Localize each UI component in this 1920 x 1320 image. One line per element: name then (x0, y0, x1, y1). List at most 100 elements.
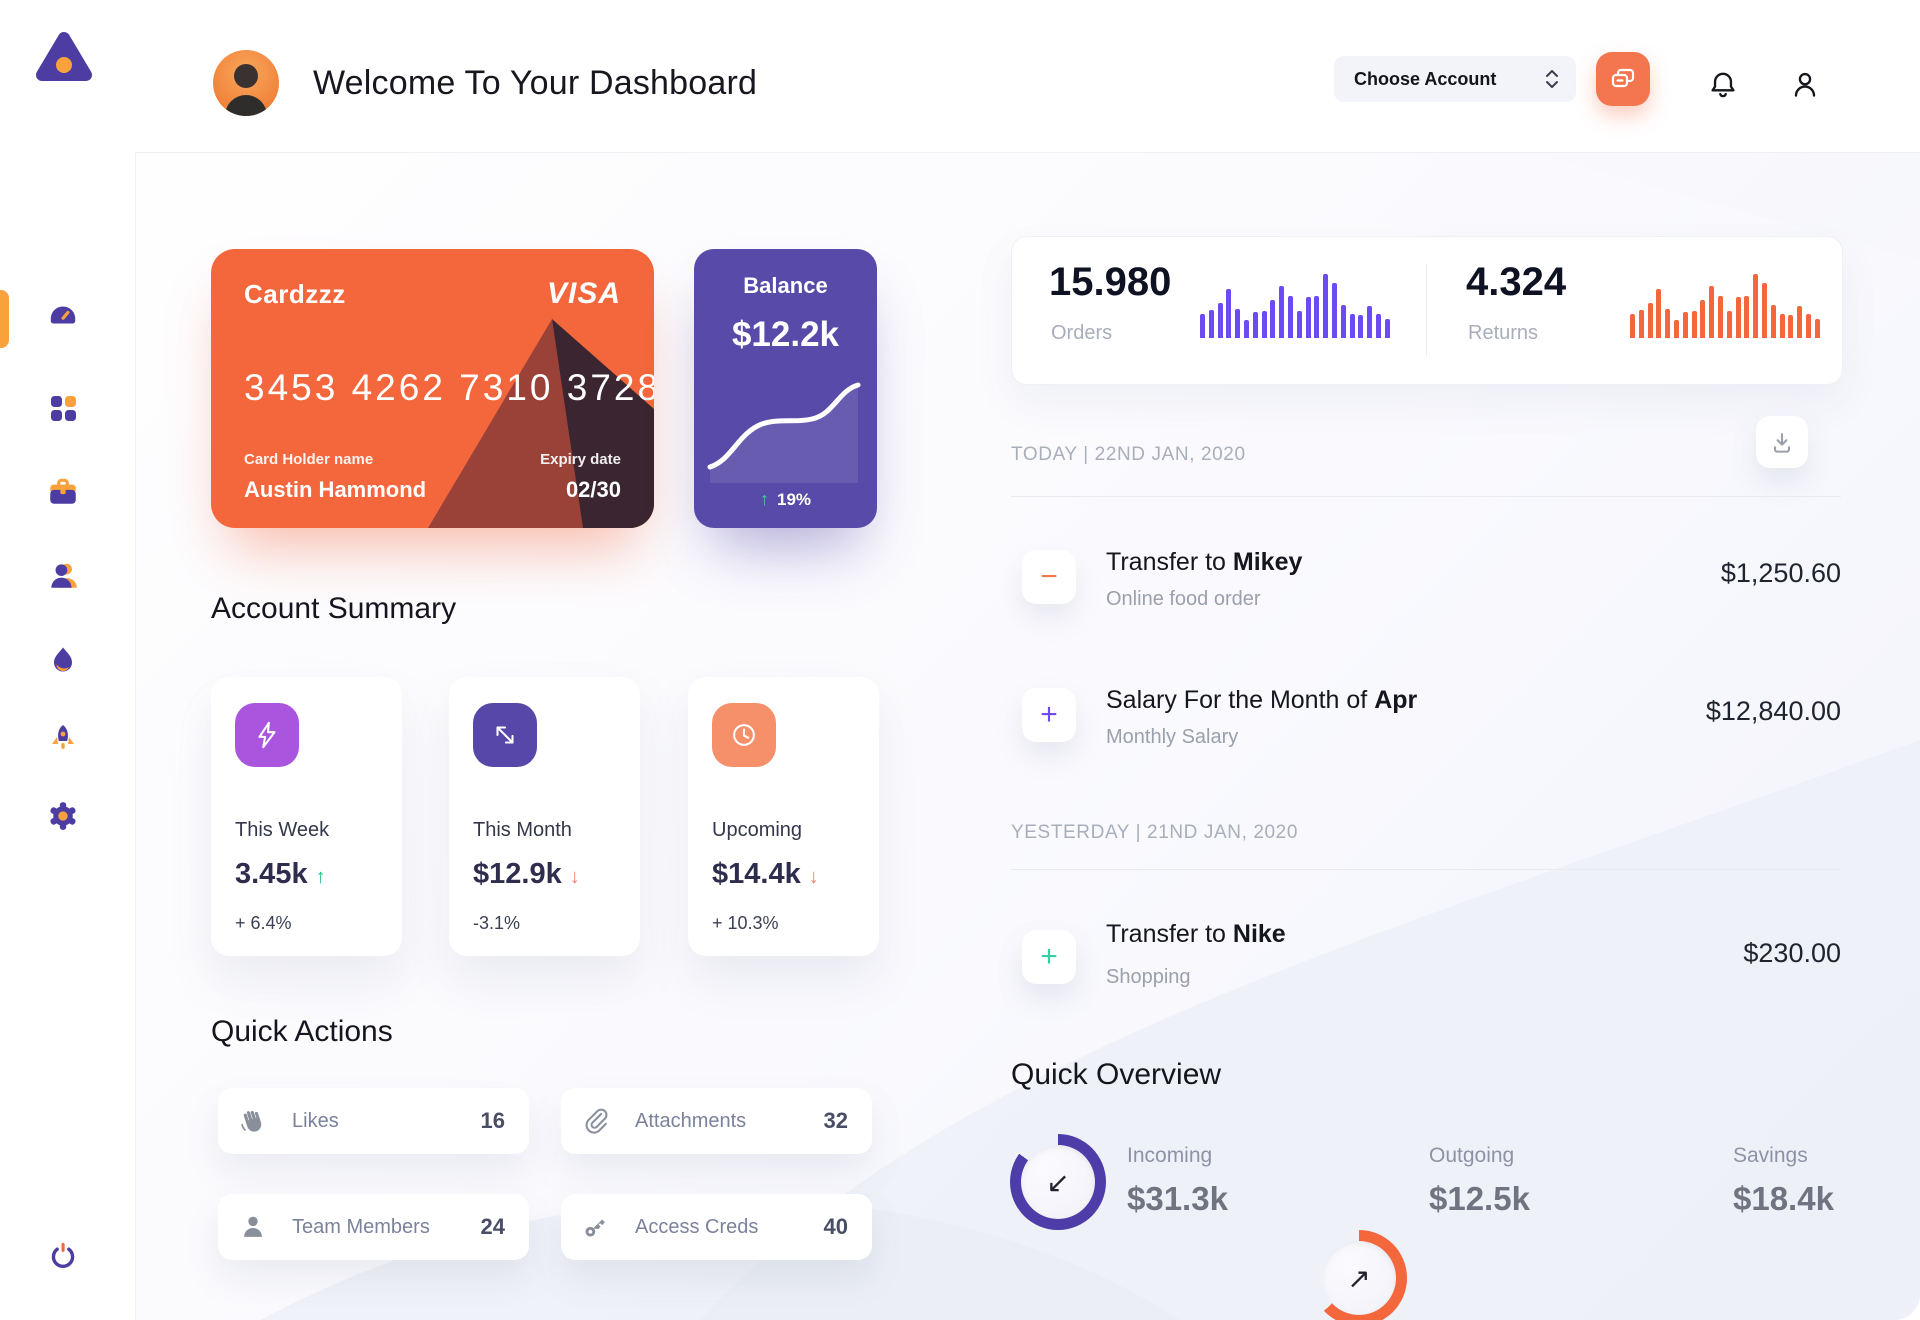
balance-change: ↑ 19% (759, 489, 812, 509)
transaction-subtitle: Monthly Salary (1106, 726, 1239, 748)
orders-label: Orders (1051, 322, 1113, 344)
transaction-subtitle: Shopping (1106, 966, 1191, 988)
balance-amount: $12.2k (731, 315, 840, 354)
clock-icon (712, 703, 776, 767)
summary-value: 3.45k ↑ (235, 858, 326, 890)
summary-value: $12.9k ↓ (473, 858, 580, 890)
sidebar-item-dashboard[interactable] (43, 296, 83, 336)
paperclip-icon (585, 1108, 608, 1134)
plus-icon: + (1022, 688, 1076, 742)
sidebar-item-settings[interactable] (43, 796, 83, 836)
sidebar-item-launch[interactable] (43, 718, 83, 758)
summary-label: This Month (473, 819, 572, 841)
speedometer-icon (50, 306, 76, 324)
app-logo-icon[interactable] (33, 28, 95, 90)
flame-icon (54, 647, 72, 672)
transaction-title: Transfer to Nike (1106, 920, 1286, 948)
transaction-subtitle: Online food order (1106, 588, 1261, 610)
summary-change: + 6.4% (235, 913, 292, 933)
trend-up-icon: ↑ (759, 489, 769, 509)
quick-action-value: 40 (823, 1214, 848, 1239)
card-name: Cardzzz (244, 279, 346, 309)
quick-action-access-creds[interactable]: Access Creds 40 (561, 1194, 872, 1260)
summary-change: -3.1% (473, 913, 521, 933)
quick-action-attachments[interactable]: Attachments 32 (561, 1088, 872, 1154)
arrow-down-icon: ↓ (808, 866, 819, 888)
power-icon (51, 1242, 75, 1268)
account-select-value: Choose Account (1354, 68, 1497, 89)
quick-action-label: Attachments (635, 1109, 747, 1132)
quick-action-label: Team Members (292, 1215, 430, 1238)
profile-button[interactable] (1788, 68, 1822, 102)
transaction-amount: $230.00 (1743, 938, 1841, 968)
quick-action-team-members[interactable]: Team Members 24 (218, 1194, 529, 1260)
key-icon (585, 1219, 605, 1237)
chat-bubbles-icon (1611, 68, 1635, 88)
gear-icon (50, 802, 76, 830)
transaction-row-mikey[interactable]: − Transfer to Mikey Online food order $1… (1011, 548, 1841, 618)
summary-value: $14.4k ↓ (712, 858, 819, 890)
transaction-amount: $12,840.00 (1705, 696, 1841, 726)
outgoing-value: $12.5k (1429, 1180, 1530, 1217)
savings-label: Savings (1733, 1144, 1808, 1167)
user-avatar[interactable] (213, 50, 279, 116)
sidebar-item-logout[interactable] (43, 1234, 83, 1274)
transaction-row-salary[interactable]: + Salary For the Month of Apr Monthly Sa… (1011, 686, 1841, 756)
credit-card[interactable]: Cardzzz VISA 3453 4262 7310 3728 Card Ho… (211, 249, 654, 528)
quick-action-likes[interactable]: Likes 16 (218, 1088, 529, 1154)
visa-logo: VISA (546, 277, 621, 310)
sidebar-item-portfolio[interactable] (43, 472, 83, 512)
quick-overview-title: Quick Overview (1011, 1058, 1222, 1091)
yesterday-date-label: YESTERDAY | 21ND JAN, 2020 (1011, 822, 1298, 843)
summary-card-this-month[interactable]: This Month $12.9k ↓ -3.1% (449, 677, 640, 956)
arrow-down-left-icon: ↙ (1046, 1166, 1070, 1198)
savings-value: $18.4k (1733, 1180, 1834, 1217)
balance-card[interactable]: Balance $12.2k ↑ 19% (694, 249, 877, 528)
today-date-label: TODAY | 22ND JAN, 2020 (1011, 444, 1246, 465)
outgoing-label: Outgoing (1429, 1144, 1515, 1167)
person-icon (1794, 72, 1816, 97)
sidebar-item-trending[interactable] (43, 640, 83, 680)
summary-card-this-week[interactable]: This Week 3.45k ↑ + 6.4% (211, 677, 402, 956)
team-member-icon (244, 1216, 262, 1237)
card-holder-name: Austin Hammond (244, 477, 427, 502)
card-expiry: 02/30 (565, 477, 621, 502)
sidebar-item-contacts[interactable] (43, 556, 83, 596)
transaction-row-nike[interactable]: + Transfer to Nike Shopping $230.00 (1011, 920, 1841, 1000)
waving-hand-icon (241, 1110, 262, 1132)
download-button[interactable] (1756, 416, 1808, 468)
account-select[interactable]: Choose Account (1334, 56, 1576, 102)
returns-value: 4.324 (1466, 260, 1567, 304)
download-icon (1773, 433, 1791, 453)
divider (1011, 496, 1841, 497)
quick-action-label: Access Creds (635, 1215, 759, 1238)
bell-icon (1711, 72, 1735, 98)
transaction-title: Transfer to Mikey (1106, 548, 1303, 576)
summary-change: + 10.3% (712, 913, 779, 933)
grid-icon (51, 396, 76, 421)
users-icon (51, 563, 77, 588)
quick-action-value: 16 (480, 1108, 505, 1133)
chat-button[interactable] (1596, 52, 1650, 106)
page-title: Welcome To Your Dashboard (313, 64, 758, 102)
summary-label: This Week (235, 819, 330, 841)
plus-icon: + (1022, 930, 1076, 984)
notifications-button[interactable] (1706, 68, 1740, 102)
sidebar-item-apps[interactable] (43, 388, 83, 428)
card-number: 3453 4262 7310 3728 (244, 367, 654, 408)
incoming-label: Incoming (1127, 1144, 1213, 1167)
returns-label: Returns (1468, 322, 1539, 344)
summary-label: Upcoming (712, 819, 803, 841)
orders-value: 15.980 (1049, 260, 1172, 304)
account-summary-title: Account Summary (211, 592, 457, 625)
card-holder-label: Card Holder name (244, 451, 374, 468)
briefcase-icon (50, 478, 76, 504)
divider (1011, 869, 1841, 870)
lightning-icon (235, 703, 299, 767)
balance-line-chart (707, 382, 861, 483)
summary-card-upcoming[interactable]: Upcoming $14.4k ↓ + 10.3% (688, 677, 879, 956)
arrow-down-icon: ↓ (569, 866, 580, 888)
chevron-up-down-icon (1546, 70, 1558, 88)
returns-bar-chart (1630, 274, 1820, 338)
